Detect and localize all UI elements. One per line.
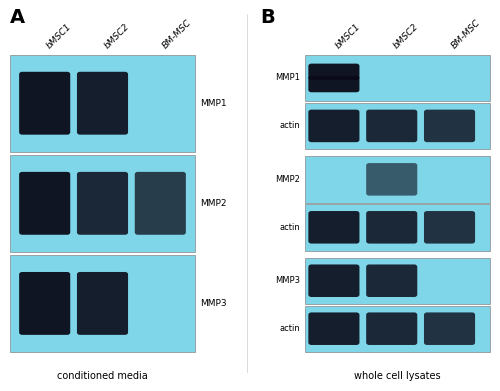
FancyBboxPatch shape <box>366 109 418 142</box>
Text: B: B <box>260 8 275 27</box>
FancyBboxPatch shape <box>366 163 418 196</box>
Text: BM-MSC: BM-MSC <box>450 18 482 51</box>
Bar <box>305 258 490 304</box>
Bar <box>10 255 195 352</box>
FancyBboxPatch shape <box>308 264 360 297</box>
Bar <box>305 55 490 101</box>
FancyBboxPatch shape <box>308 76 360 92</box>
FancyBboxPatch shape <box>308 312 360 345</box>
Text: MMP2: MMP2 <box>200 199 226 208</box>
FancyBboxPatch shape <box>424 109 475 142</box>
FancyBboxPatch shape <box>77 72 128 135</box>
Text: bMSC1: bMSC1 <box>44 22 73 51</box>
FancyBboxPatch shape <box>366 264 418 297</box>
Text: actin: actin <box>279 223 300 232</box>
Text: MMP2: MMP2 <box>275 175 300 184</box>
Text: actin: actin <box>279 121 300 131</box>
Bar <box>305 156 490 203</box>
FancyBboxPatch shape <box>424 211 475 244</box>
Text: whole cell lysates: whole cell lysates <box>354 371 441 382</box>
Text: MMP3: MMP3 <box>200 299 226 308</box>
Text: BM-MSC: BM-MSC <box>160 18 193 51</box>
Bar <box>305 103 490 149</box>
Bar <box>10 155 195 252</box>
FancyBboxPatch shape <box>19 172 70 235</box>
FancyBboxPatch shape <box>77 272 128 335</box>
Text: bMSC2: bMSC2 <box>102 22 131 51</box>
FancyBboxPatch shape <box>366 211 418 244</box>
Text: conditioned media: conditioned media <box>57 371 148 382</box>
Text: MMP1: MMP1 <box>275 74 300 83</box>
FancyBboxPatch shape <box>424 312 475 345</box>
Bar <box>10 55 195 152</box>
FancyBboxPatch shape <box>135 172 186 235</box>
Text: actin: actin <box>279 324 300 333</box>
Text: MMP1: MMP1 <box>200 99 226 108</box>
FancyBboxPatch shape <box>308 64 360 80</box>
Bar <box>305 305 490 352</box>
FancyBboxPatch shape <box>19 72 70 135</box>
FancyBboxPatch shape <box>77 172 128 235</box>
FancyBboxPatch shape <box>308 109 360 142</box>
FancyBboxPatch shape <box>366 312 418 345</box>
Text: bMSC1: bMSC1 <box>334 22 362 51</box>
Text: A: A <box>10 8 25 27</box>
FancyBboxPatch shape <box>19 272 70 335</box>
Bar <box>305 204 490 251</box>
Text: bMSC2: bMSC2 <box>392 22 420 51</box>
Text: MMP3: MMP3 <box>275 276 300 285</box>
FancyBboxPatch shape <box>308 211 360 244</box>
